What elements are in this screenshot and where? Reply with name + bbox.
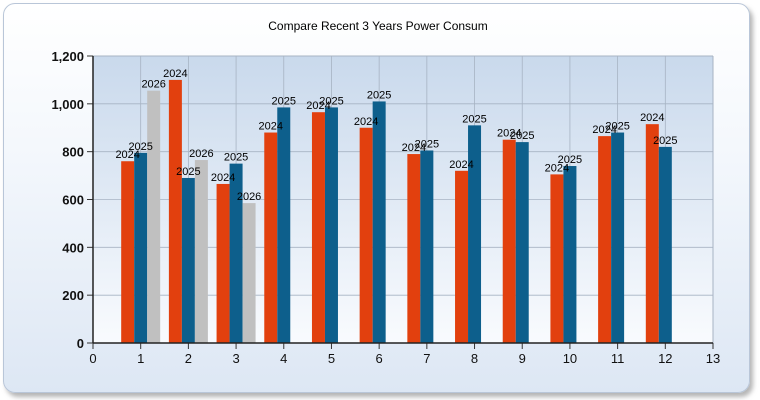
bar-2024-3	[216, 183, 230, 343]
y-tick-label: 600	[62, 193, 84, 208]
data-label: 2025	[176, 166, 200, 178]
data-label: 2026	[189, 148, 213, 160]
data-label: 2025	[415, 138, 439, 150]
x-tick-label: 11	[611, 351, 625, 366]
x-tick-label: 12	[658, 351, 672, 366]
data-label: 2024	[402, 142, 426, 154]
y-tick-label: 800	[62, 145, 84, 160]
bar-2025-9	[515, 142, 529, 343]
bar-2024-7	[407, 154, 421, 343]
x-tick-label: 2	[185, 351, 192, 366]
bar-2024-6	[359, 127, 373, 343]
data-label: 2024	[545, 162, 569, 174]
data-label: 2024	[449, 159, 473, 171]
bar-2024-1	[121, 161, 135, 343]
bar-2025-3	[229, 163, 243, 343]
data-label: 2026	[237, 191, 261, 203]
x-tick-label: 9	[519, 351, 526, 366]
data-label: 2025	[319, 95, 343, 107]
bar-2026-3	[242, 203, 256, 343]
bar-2025-2	[181, 177, 195, 343]
bar-2025-12	[658, 146, 672, 343]
bar-2025-1	[134, 152, 148, 343]
bar-2024-8	[455, 170, 469, 343]
bar-2024-4	[264, 132, 278, 343]
x-tick-label: 6	[376, 351, 383, 366]
data-label: 2024	[306, 100, 330, 112]
y-tick-label: 200	[62, 288, 84, 303]
x-tick-label: 1	[137, 351, 144, 366]
x-tick-label: 7	[423, 351, 430, 366]
data-label: 2025	[605, 121, 629, 133]
data-label: 2025	[224, 152, 248, 164]
bar-2025-4	[277, 107, 291, 343]
data-label: 2025	[128, 141, 152, 153]
bar-2025-11	[611, 132, 625, 343]
data-label: 2025	[367, 89, 391, 101]
chart-title: Compare Recent 3 Years Power Consum	[268, 19, 487, 33]
bar-2024-9	[502, 139, 516, 343]
data-label: 2026	[141, 79, 165, 91]
bar-2025-10	[563, 166, 577, 343]
data-label: 2024	[163, 68, 187, 80]
data-label: 2025	[653, 135, 677, 147]
x-tick-label: 3	[232, 351, 239, 366]
data-label: 2024	[259, 121, 283, 133]
data-label: 2024	[354, 116, 378, 128]
x-tick-label: 0	[89, 351, 96, 366]
y-tick-label: 0	[77, 336, 84, 351]
bar-2025-5	[324, 107, 338, 343]
bar-2024-10	[550, 174, 564, 343]
data-label: 2025	[510, 130, 534, 142]
data-labels: 2024202520262024202520262024202520262024…	[115, 68, 677, 203]
bar-2024-12	[645, 124, 659, 343]
bar-2026-2	[194, 160, 208, 343]
y-tick-label: 1,200	[51, 49, 84, 64]
data-label: 2025	[558, 154, 582, 166]
y-tick-label: 1,000	[51, 97, 84, 112]
bar-2024-2	[168, 79, 182, 344]
y-tick-label: 400	[62, 240, 84, 255]
data-label: 2024	[115, 149, 139, 161]
bar-2026-1	[147, 90, 161, 343]
data-label: 2025	[272, 95, 296, 107]
bar-2025-6	[372, 101, 386, 343]
x-tick-label: 10	[563, 351, 577, 366]
data-label: 2024	[211, 172, 235, 184]
bars	[121, 79, 672, 344]
x-tick-label: 4	[280, 351, 287, 366]
data-label: 2025	[462, 113, 486, 125]
x-tick-label: 13	[706, 351, 720, 366]
x-tick-label: 5	[328, 351, 335, 366]
x-tick-label: 8	[471, 351, 478, 366]
bar-2024-5	[311, 112, 325, 344]
bar-2025-7	[420, 150, 434, 343]
bar-2025-8	[468, 125, 482, 343]
data-label: 2024	[592, 124, 616, 136]
bar-2024-11	[598, 136, 612, 343]
data-label: 2024	[497, 128, 521, 140]
data-label: 2024	[640, 112, 664, 124]
